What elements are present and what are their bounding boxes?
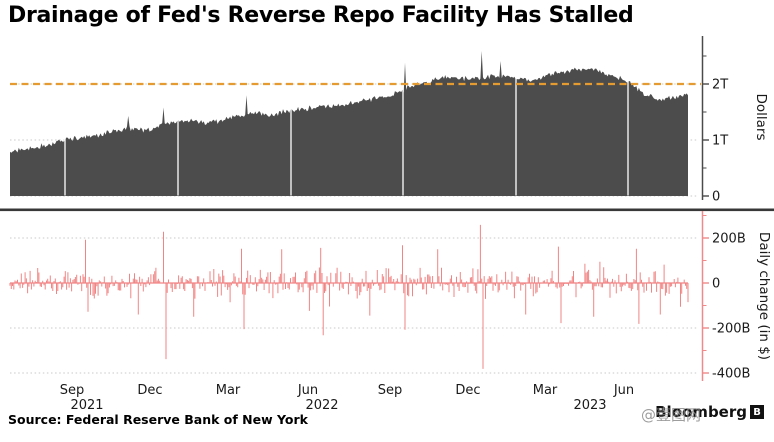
bottom-right-axis: 200B 0 -200B -400B Daily change (in $) <box>701 211 772 382</box>
watermark-text: @壹图网 <box>641 406 702 424</box>
rrp-balance-area-series <box>10 51 688 196</box>
top-axis-title: Dollars <box>753 93 769 140</box>
tick-1t: 1T <box>712 134 728 149</box>
year-label: 2022 <box>305 398 338 413</box>
month-label: Dec <box>455 383 480 398</box>
month-label: Jun <box>613 383 634 398</box>
x-axis-year-labels: 2021 2022 2023 <box>70 398 606 413</box>
bottom-axis-title: Daily change (in $) <box>756 232 772 360</box>
tick-neg400b: -400B <box>712 367 750 382</box>
chart-title: Drainage of Fed's Reverse Repo Facility … <box>8 3 634 28</box>
tick-0t: 0 <box>712 190 720 205</box>
tick-neg200b: -200B <box>712 322 750 337</box>
month-label: Jun <box>297 383 318 398</box>
bloomberg-block-icon: B <box>750 405 764 419</box>
year-label: 2023 <box>573 398 606 413</box>
month-label: Sep <box>60 383 85 398</box>
month-label: Sep <box>378 383 403 398</box>
month-label: Dec <box>137 383 162 398</box>
month-label: Mar <box>533 383 558 398</box>
x-axis-month-labels: Sep Dec Mar Jun Sep Dec Mar Jun <box>60 383 634 398</box>
year-label: 2021 <box>70 398 103 413</box>
bloomberg-logo: Bloomberg B <box>655 403 764 421</box>
tick-2t: 2T <box>712 78 728 93</box>
quarter-gridlines <box>64 44 629 196</box>
tick-200b: 200B <box>712 232 746 247</box>
tick-0b: 0 <box>712 277 720 292</box>
bloomberg-wordmark: Bloomberg <box>655 403 747 421</box>
month-label: Mar <box>216 383 241 398</box>
top-right-axis: 2T 1T 0 Dollars <box>701 36 769 205</box>
panel-separator <box>0 208 774 212</box>
source-attribution: Source: Federal Reserve Bank of New York <box>8 412 308 427</box>
daily-change-bars <box>9 224 689 369</box>
